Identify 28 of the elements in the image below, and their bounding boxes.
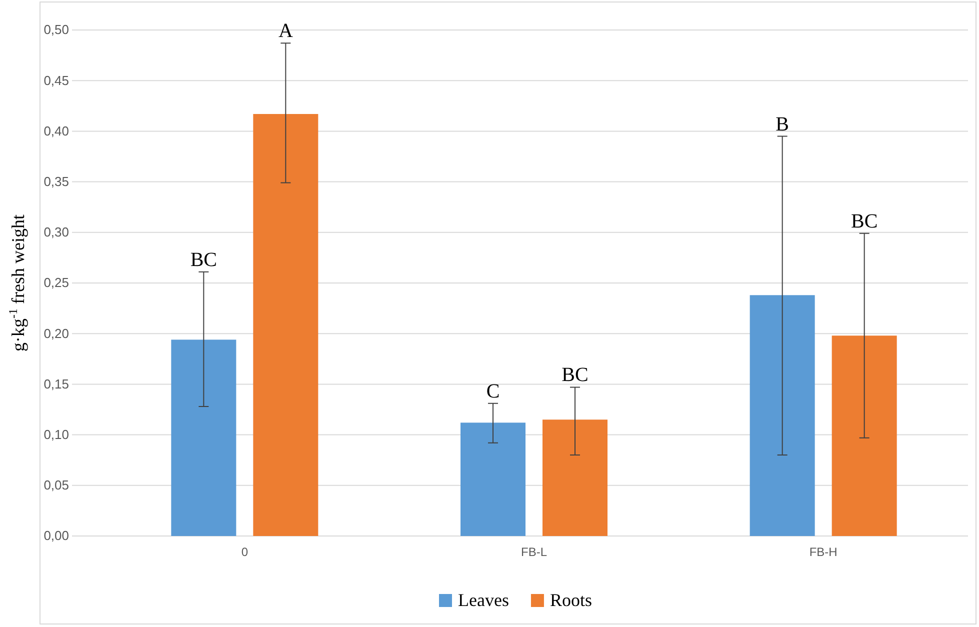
y-tick-label: 0,05 <box>44 478 69 493</box>
y-tick-label: 0,00 <box>44 528 69 544</box>
bar <box>460 422 526 536</box>
x-tick-label: FB-H <box>809 544 838 559</box>
y-tick-label: 0,15 <box>44 376 69 392</box>
y-tick-label: 0,10 <box>44 426 69 442</box>
annotation: BC <box>190 248 218 271</box>
bar <box>171 340 236 536</box>
y-tick-label: 0,35 <box>44 174 69 189</box>
annotation: A <box>278 20 294 42</box>
legend-label: Roots <box>550 590 592 610</box>
annotation: C <box>486 380 500 402</box>
bar <box>253 114 318 536</box>
legend-label: Leaves <box>458 590 509 610</box>
bar <box>542 420 608 536</box>
x-tick-label: 0 <box>241 544 248 559</box>
bar <box>750 295 815 536</box>
y-tick-label: 0,50 <box>44 22 69 38</box>
annotation: BC <box>562 364 588 386</box>
bar <box>832 336 897 536</box>
y-tick-label: 0,40 <box>44 123 69 138</box>
y-tick-label: 0,45 <box>44 72 69 88</box>
y-tick-label: 0,30 <box>44 224 69 240</box>
annotation: BC <box>850 210 878 232</box>
x-tick-label: FB-L <box>520 544 548 559</box>
y-tick-label: 0,25 <box>44 275 69 290</box>
y-tick-label: 0,20 <box>44 326 69 341</box>
annotation: B <box>776 113 790 136</box>
